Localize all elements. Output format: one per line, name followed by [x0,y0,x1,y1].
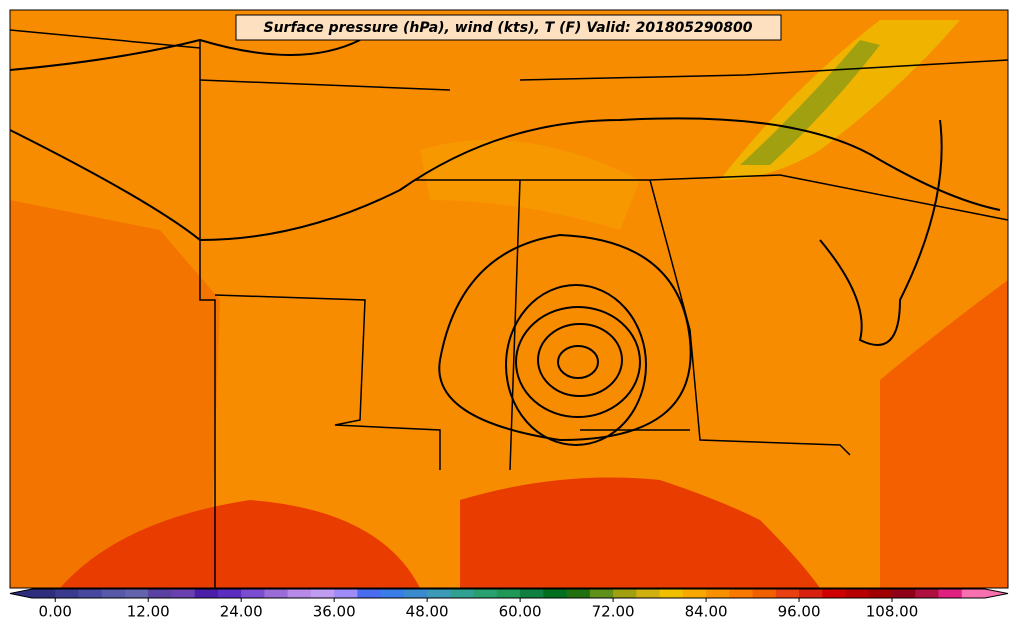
colorbar-swatch [334,589,358,598]
colorbar-swatch [427,589,451,598]
colorbar-swatch [915,589,940,598]
colorbar-swatch [659,589,684,598]
colorbar-swatch [636,589,661,598]
colorbar-swatch [171,589,196,598]
colorbar-swatch [566,589,591,598]
colorbar-swatch [589,589,614,598]
colorbar-swatch [55,589,79,598]
colorbar-swatch [124,589,149,598]
colorbar-tick-label: 84.00 [685,603,728,621]
colorbar-swatch [613,589,637,598]
colorbar: 0.00 12.00 24.00 36.00 48.00 60.00 72.00 84.00 9… [9,588,1009,621]
colorbar-tick-label: 48.00 [406,603,449,621]
colorbar-swatch [752,589,777,598]
colorbar-swatch [822,589,847,598]
colorbar-tick-label: 72.00 [592,603,635,621]
colorbar-swatch [78,589,103,598]
colorbar-swatch [32,589,56,598]
colorbar-outline [9,588,1009,599]
colorbar-swatch [380,589,405,598]
colorbar-swatch [473,589,498,598]
colorbar-swatch [194,589,219,598]
colorbar-swatch [496,589,521,598]
colorbar-swatch [706,589,730,598]
colorbar-swatch [241,589,265,598]
colorbar-tick-label: 0.00 [39,603,72,621]
colorbar-swatch [729,589,754,598]
colorbar-swatch [682,589,707,598]
colorbar-swatch [310,589,335,598]
colorbar-tick-label: 108.00 [866,603,919,621]
map-frame [9,9,1009,589]
colorbar-swatch [287,589,312,598]
colorbar-swatch [543,589,568,598]
colorbar-swatch [403,589,428,598]
colorbar-swatch [868,589,893,598]
map-title: Surface pressure (hPa), wind (kts), T (F… [263,20,752,36]
colorbar-extend-high [985,589,1008,598]
colorbar-swatch [520,589,544,598]
colorbar-swatch [775,589,800,598]
map-background [10,10,1008,588]
colorbar-extend-low [10,589,32,598]
colorbar-tick-label: 96.00 [778,603,821,621]
colorbar-tick-label: 36.00 [313,603,356,621]
colorbar-swatch [892,589,916,598]
colorbar-swatch [845,589,870,598]
colorbar-swatch [101,589,126,598]
colorbar-swatch [148,589,172,598]
title-box: Surface pressure (hPa), wind (kts), T (F… [235,14,782,41]
colorbar-tick-label: 24.00 [220,603,263,621]
colorbar-swatch [799,589,823,598]
colorbar-swatch [217,589,242,598]
colorbar-tick-label: 12.00 [127,603,170,621]
state-borders [9,29,1009,588]
colorbar-swatch [938,589,963,598]
colorbar-swatch [961,589,986,598]
pressure-contours [9,38,1001,446]
colorbar-swatch [450,589,475,598]
colorbar-swatch [357,589,382,598]
colorbar-tick-label: 60.00 [499,603,542,621]
colorbar-swatch [264,589,289,598]
